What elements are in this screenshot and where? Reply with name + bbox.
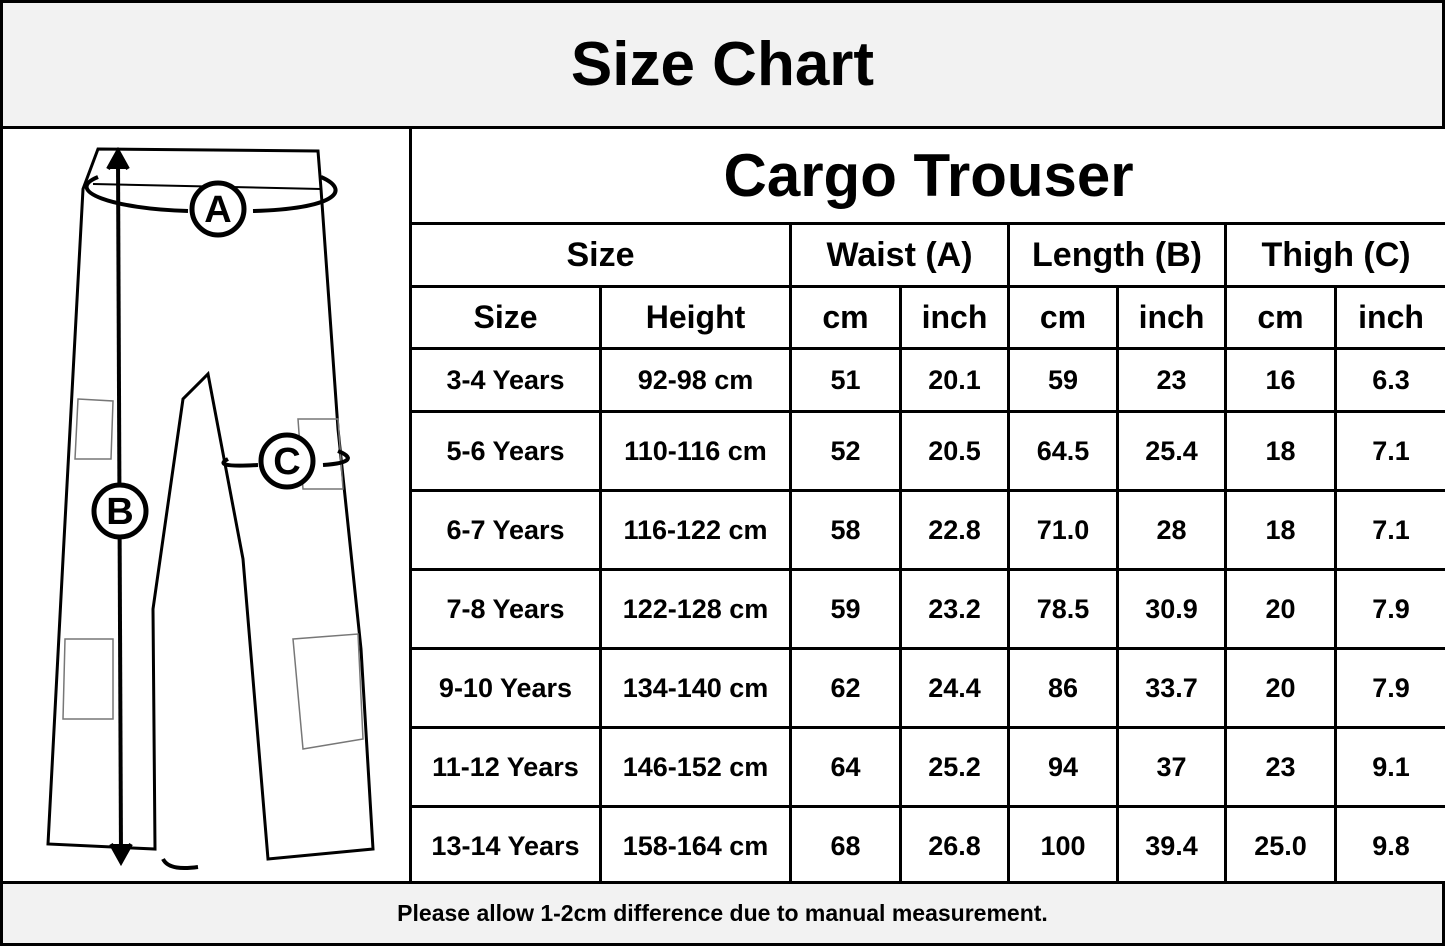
table-row: 6-7 Years 116-122 cm 58 22.8 71.0 28 18 7.1 — [409, 489, 1445, 571]
table-cell: 37 — [1116, 726, 1227, 808]
table-cell: 20.5 — [899, 410, 1010, 492]
sub-header: cm — [1224, 285, 1337, 350]
table-cell: 116-122 cm — [599, 489, 792, 571]
table-cell: 3-4 Years — [409, 347, 602, 413]
table-cell: 68 — [789, 805, 902, 887]
table-cell: 23 — [1116, 347, 1227, 413]
sub-header: cm — [789, 285, 902, 350]
trouser-illustration: A B C — [46, 146, 375, 870]
table-cell: 59 — [1007, 347, 1119, 413]
group-header-thigh: Thigh (C) — [1223, 222, 1445, 288]
table-cell: 51 — [789, 347, 902, 413]
table-cell: 94 — [1007, 726, 1119, 808]
table-cell: 25.4 — [1116, 410, 1227, 492]
table-row: 3-4 Years 92-98 cm 51 20.1 59 23 16 6.3 — [409, 347, 1445, 413]
table-cell: 6-7 Years — [409, 489, 602, 571]
table-cell: 59 — [789, 568, 902, 650]
table-cell: 20 — [1224, 568, 1337, 650]
table-row: 9-10 Years 134-140 cm 62 24.4 86 33.7 20 7.9 — [409, 647, 1445, 729]
table-cell: 7.9 — [1333, 568, 1445, 650]
svg-text:C: C — [273, 441, 300, 483]
group-header-length: Length (B) — [1007, 222, 1227, 288]
table-cell: 18 — [1224, 410, 1337, 492]
table-cell: 110-116 cm — [599, 410, 792, 492]
table-cell: 23.2 — [899, 568, 1010, 650]
page-title: Size Chart — [0, 0, 1445, 129]
table-cell: 146-152 cm — [599, 726, 792, 808]
table-cell: 22.8 — [899, 489, 1010, 571]
table-cell: 52 — [789, 410, 902, 492]
table-cell: 9.8 — [1333, 805, 1445, 887]
measurement-diagram: A B C — [0, 126, 412, 884]
label-a-marker: A — [189, 180, 247, 238]
group-header-waist: Waist (A) — [789, 222, 1010, 288]
sub-header: inch — [1333, 285, 1445, 350]
table-cell: 7.1 — [1333, 489, 1445, 571]
table-cell: 11-12 Years — [409, 726, 602, 808]
group-header-size: Size — [409, 222, 792, 288]
table-cell: 30.9 — [1116, 568, 1227, 650]
table-cell: 62 — [789, 647, 902, 729]
table-cell: 64.5 — [1007, 410, 1119, 492]
table-cell: 6.3 — [1333, 347, 1445, 413]
table-row: 11-12 Years 146-152 cm 64 25.2 94 37 23 9.1 — [409, 726, 1445, 808]
table-cell: 7.9 — [1333, 647, 1445, 729]
table-cell: 20.1 — [899, 347, 1010, 413]
table-cell: 18 — [1224, 489, 1337, 571]
sub-header: Height — [599, 285, 792, 350]
footer-note: Please allow 1-2cm difference due to man… — [0, 881, 1445, 946]
table-cell: 71.0 — [1007, 489, 1119, 571]
table-cell: 23 — [1224, 726, 1337, 808]
svg-text:B: B — [106, 491, 133, 533]
table-cell: 58 — [789, 489, 902, 571]
table-cell: 92-98 cm — [599, 347, 792, 413]
table-cell: 26.8 — [899, 805, 1010, 887]
table-cell: 7.1 — [1333, 410, 1445, 492]
table-cell: 7-8 Years — [409, 568, 602, 650]
table-cell: 9.1 — [1333, 726, 1445, 808]
table-cell: 33.7 — [1116, 647, 1227, 729]
table-cell: 122-128 cm — [599, 568, 792, 650]
table-cell: 39.4 — [1116, 805, 1227, 887]
table-cell: 20 — [1224, 647, 1337, 729]
table-cell: 24.4 — [899, 647, 1010, 729]
table-cell: 13-14 Years — [409, 805, 602, 887]
label-c-marker: C — [258, 432, 316, 490]
sub-header: inch — [899, 285, 1010, 350]
size-table: Cargo Trouser Size Waist (A) Length (B) … — [408, 126, 1445, 887]
table-cell: 100 — [1007, 805, 1119, 887]
sub-header: cm — [1007, 285, 1119, 350]
table-row: 5-6 Years 110-116 cm 52 20.5 64.5 25.4 18 7.1 — [409, 410, 1445, 492]
table-cell: 28 — [1116, 489, 1227, 571]
svg-text:A: A — [204, 189, 231, 231]
table-cell: 86 — [1007, 647, 1119, 729]
table-cell: 5-6 Years — [409, 410, 602, 492]
table-cell: 25.2 — [899, 726, 1010, 808]
product-title: Cargo Trouser — [408, 126, 1445, 225]
table-row: 7-8 Years 122-128 cm 59 23.2 78.5 30.9 20 7.9 — [409, 568, 1445, 650]
table-cell: 64 — [789, 726, 902, 808]
sub-header: Size — [409, 285, 602, 350]
table-row: 13-14 Years 158-164 cm 68 26.8 100 39.4 25.0 9.… — [409, 805, 1445, 887]
sub-header: inch — [1116, 285, 1227, 350]
table-cell: 9-10 Years — [409, 647, 602, 729]
table-cell: 25.0 — [1224, 805, 1337, 887]
table-cell: 16 — [1224, 347, 1337, 413]
table-cell: 78.5 — [1007, 568, 1119, 650]
table-cell: 158-164 cm — [599, 805, 792, 887]
table-cell: 134-140 cm — [599, 647, 792, 729]
label-b-marker: B — [91, 482, 149, 540]
